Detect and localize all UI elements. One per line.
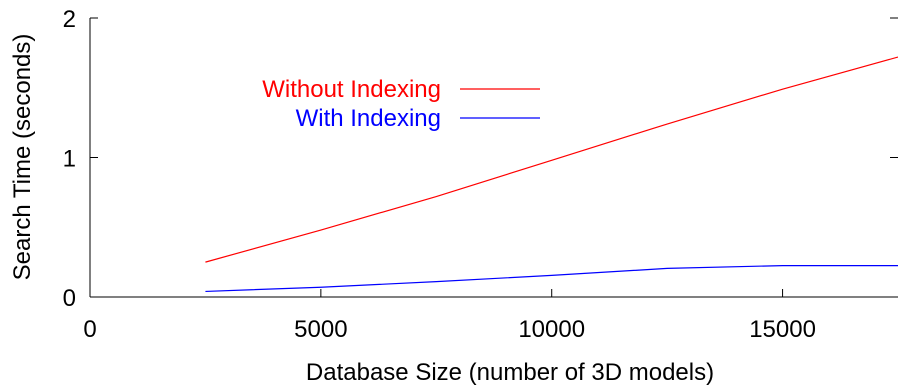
legend-label: With Indexing [296,105,441,132]
y-tick-label: 0 [63,285,76,312]
series-lines [205,56,898,293]
legend-label: Without Indexing [262,76,441,103]
x-tick-label: 15000 [749,316,816,343]
y-axis-label: Search Time (seconds) [9,34,36,281]
axis-ticks: 0 5000 10000 15000 0 1 2 [63,6,898,343]
y-tick-label: 2 [63,6,76,33]
x-tick-label: 0 [83,316,96,343]
x-axis-label: Database Size (number of 3D models) [306,359,714,386]
series-line-without-indexing [205,56,898,263]
x-tick-label: 10000 [518,316,585,343]
series-line-with-indexing [205,265,898,293]
x-tick-label: 5000 [294,316,347,343]
y-tick-label: 1 [63,146,76,173]
